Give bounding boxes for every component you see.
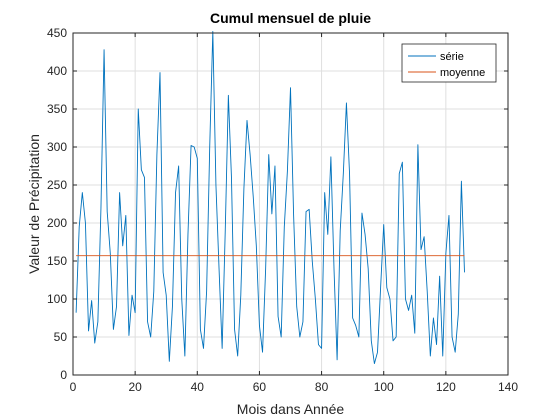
x-tick-label: 120 bbox=[436, 380, 456, 394]
legend-label-moyenne: moyenne bbox=[440, 67, 485, 79]
x-tick-label: 20 bbox=[128, 380, 142, 394]
x-tick-label: 80 bbox=[315, 380, 329, 394]
chart-title: Cumul mensuel de pluie bbox=[210, 10, 371, 26]
y-tick-label: 300 bbox=[47, 140, 67, 154]
x-tick-label: 140 bbox=[498, 380, 518, 394]
y-tick-label: 50 bbox=[54, 330, 68, 344]
y-tick-label: 350 bbox=[47, 102, 67, 116]
x-tick-label: 100 bbox=[374, 380, 394, 394]
legend-label-serie: série bbox=[440, 51, 464, 63]
y-tick-label: 250 bbox=[47, 178, 67, 192]
y-axis-label: Valeur de Précipitation bbox=[26, 134, 42, 274]
y-tick-label: 100 bbox=[47, 292, 67, 306]
x-tick-label: 40 bbox=[191, 380, 205, 394]
y-tick-label: 0 bbox=[60, 368, 67, 382]
y-tick-label: 200 bbox=[47, 216, 67, 230]
x-tick-label: 60 bbox=[253, 380, 267, 394]
x-axis-label: Mois dans Année bbox=[237, 401, 345, 417]
legend: série moyenne bbox=[402, 44, 496, 82]
y-tick-label: 150 bbox=[47, 254, 67, 268]
x-tick-label: 0 bbox=[70, 380, 77, 394]
y-tick-label: 400 bbox=[47, 64, 67, 78]
y-tick-label: 450 bbox=[47, 26, 67, 40]
